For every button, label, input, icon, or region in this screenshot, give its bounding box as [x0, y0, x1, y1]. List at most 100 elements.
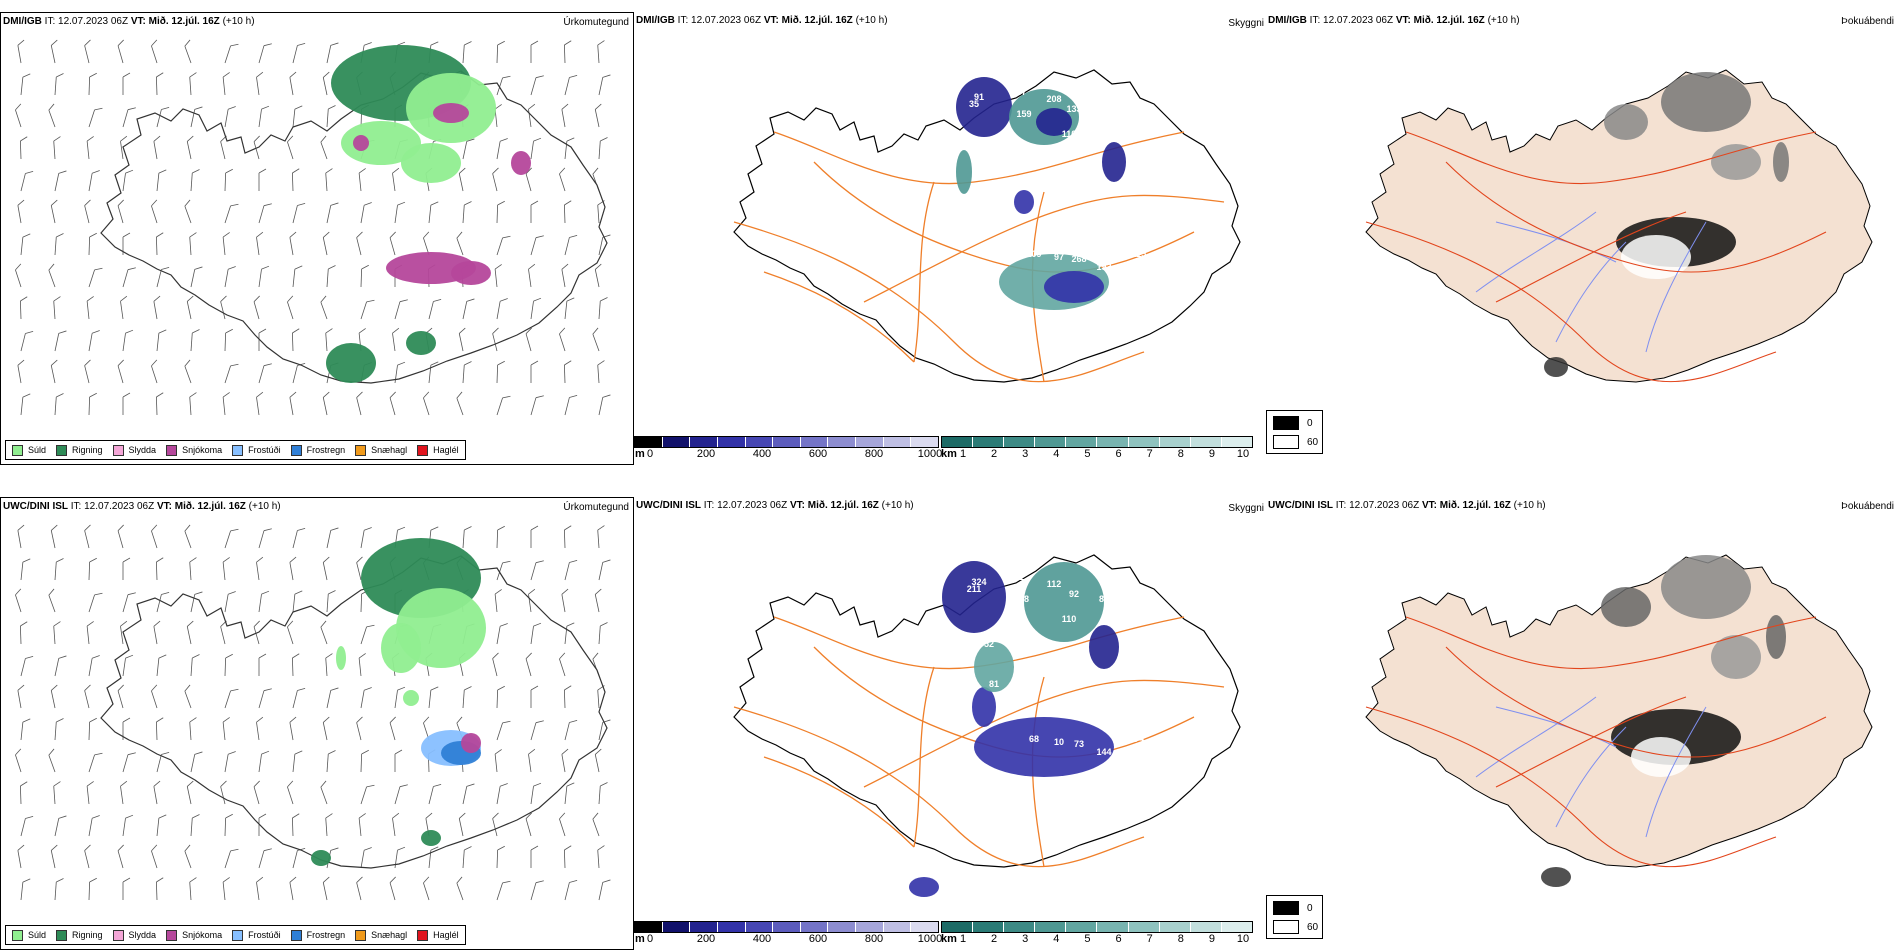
wind-barb	[190, 591, 203, 613]
precip-legend-label: Frostregn	[306, 445, 346, 455]
visibility-colorbar-cell	[1159, 437, 1191, 447]
wind-barb	[256, 71, 264, 96]
wind-barb	[220, 620, 227, 645]
wind-barb	[356, 556, 363, 581]
wind-barb	[20, 558, 31, 581]
precip-legend-label: Snæhagl	[371, 930, 408, 940]
wind-barb	[48, 748, 56, 773]
wind-barb	[394, 299, 408, 320]
fog-legend-label: 60	[1307, 436, 1319, 448]
precip-legend-label: Súld	[28, 930, 47, 940]
visibility-colorbar-cell	[1128, 437, 1160, 447]
wind-barb	[224, 168, 233, 192]
wind-barb	[326, 527, 339, 549]
visibility-map: 324 81 68 112 92 81 211 110 52 81 68 10 73 144 74 59 153	[733, 554, 1241, 897]
wind-barb	[220, 295, 227, 320]
wind-barb	[54, 233, 64, 256]
wind-barb	[528, 103, 536, 128]
wind-barb	[224, 688, 239, 709]
fog-swatch	[1273, 920, 1299, 934]
fog-legend: 0 60	[1266, 410, 1323, 454]
height-colorbar-cell	[800, 922, 829, 932]
wind-barb	[222, 232, 230, 256]
river	[1475, 696, 1597, 778]
wind-barb	[530, 235, 544, 256]
fog-areas	[1544, 72, 1789, 377]
height-colorbar-cell	[717, 437, 746, 447]
wind-barb	[528, 263, 536, 288]
wind-barb	[155, 877, 164, 901]
fog-swatch	[1273, 435, 1299, 449]
wind-barb	[20, 330, 34, 352]
visibility-tick: 8	[1177, 933, 1184, 945]
wind-barb	[287, 780, 294, 805]
wind-barb	[156, 654, 167, 677]
wind-barb	[258, 848, 272, 869]
panel-title: DMI/IGB IT: 12.07.2023 06Z VT: Mið. 12.j…	[3, 16, 255, 27]
precip-legend-item: Snæhagl	[355, 929, 408, 941]
visibility-tick: 4	[1053, 933, 1060, 945]
wind-barb	[496, 40, 505, 64]
wind-barb	[360, 687, 372, 709]
wind-barb	[155, 557, 164, 581]
cloud-base-label: 86	[984, 154, 994, 164]
height-colorbar-cell	[911, 437, 939, 447]
height-colorbar	[634, 921, 939, 933]
wind-barb	[564, 622, 575, 645]
road	[1405, 131, 1817, 185]
cloud-base-label: 73	[1074, 739, 1084, 749]
precip-legend-item: Snjókoma	[166, 444, 222, 456]
wind-barb	[598, 622, 608, 645]
precip-swatch	[290, 444, 302, 456]
cloud-base-label: 193	[1096, 262, 1111, 272]
wind-barb	[291, 813, 300, 837]
precip-legend-label: Slydda	[128, 930, 157, 940]
low-cloud-area	[909, 877, 939, 897]
fog-area	[1544, 357, 1568, 377]
precip-area	[326, 343, 376, 383]
fog-panel-top: DMI/IGB IT: 12.07.2023 06Z VT: Mið. 12.j…	[1266, 12, 1900, 465]
wind-barb	[291, 168, 300, 192]
visibility-colorbar-cell	[1035, 922, 1067, 932]
wind-barb	[20, 170, 34, 192]
cloud-base-label: 115	[1097, 109, 1112, 119]
wind-barb	[564, 137, 575, 160]
road	[913, 181, 935, 363]
wind-barb	[20, 393, 31, 416]
height-colorbar-cell	[662, 437, 691, 447]
visibility-colorbar-cell	[1097, 437, 1129, 447]
wind-barb	[17, 199, 25, 224]
wind-barb	[84, 684, 91, 709]
fog-legend: 0 60	[1266, 895, 1323, 939]
wind-barb	[155, 717, 164, 741]
road	[763, 756, 915, 848]
river	[1475, 211, 1597, 293]
height-colorbar-cell	[856, 922, 884, 932]
low-cloud-area	[1102, 142, 1126, 182]
visibility-tick: 7	[1146, 933, 1153, 945]
wind-barb	[492, 327, 499, 352]
wind-barb	[153, 135, 161, 160]
wind-barb	[189, 392, 197, 416]
wind-barb	[462, 846, 472, 869]
wind-barb	[394, 846, 406, 869]
wind-barb	[496, 880, 511, 901]
fog-area	[1621, 235, 1691, 279]
visibility-tick: 1	[959, 933, 967, 945]
wind-barb	[496, 395, 511, 416]
cloud-base-label: 78	[1149, 154, 1159, 164]
height-colorbar-cell	[690, 437, 718, 447]
wind-barb	[564, 719, 578, 741]
precip-legend-item: Haglél	[417, 444, 459, 456]
wind-barb	[117, 39, 124, 64]
wind-barb	[189, 557, 197, 581]
wind-barb	[156, 814, 167, 837]
height-colorbar-cell	[883, 922, 912, 932]
wind-barb	[597, 360, 605, 384]
height-colorbar-cell	[773, 922, 801, 932]
wind-barb	[394, 686, 406, 709]
wind-barb	[528, 748, 536, 773]
precip-legend-label: Snæhagl	[371, 445, 408, 455]
fog-area	[1711, 635, 1761, 679]
wind-barb	[598, 137, 608, 160]
